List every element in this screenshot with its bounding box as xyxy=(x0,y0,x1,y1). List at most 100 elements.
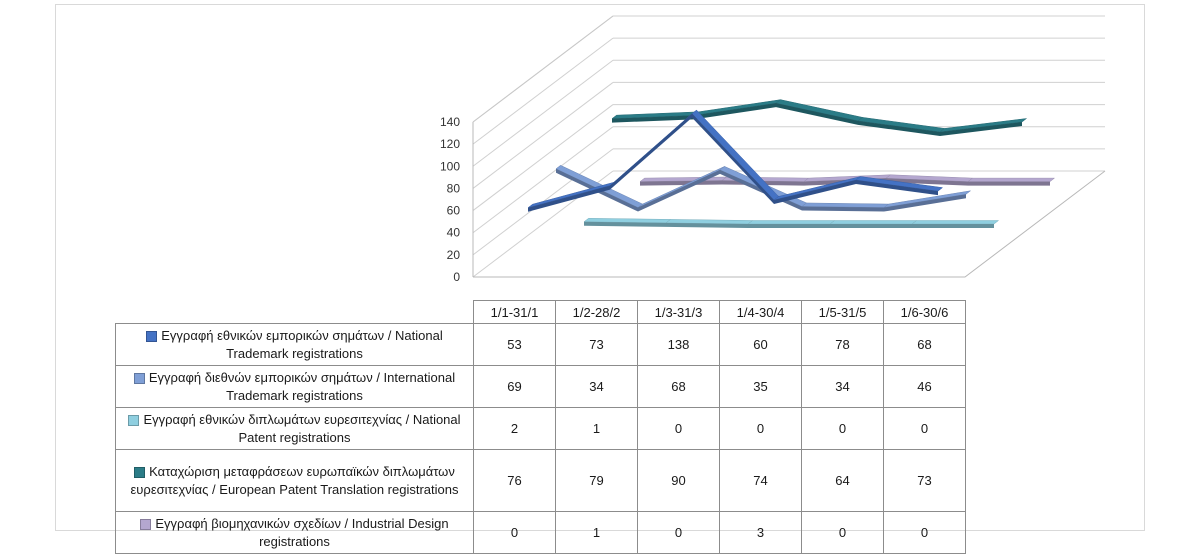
data-label: 0 xyxy=(473,511,556,554)
data-label: 64 xyxy=(801,449,884,512)
legend-key-icon xyxy=(134,466,146,478)
series-segment-top xyxy=(911,220,1000,225)
data-label: 78 xyxy=(801,323,884,366)
series-segment-side xyxy=(968,181,1050,186)
table-row: Εγγραφή εθνικών διπλωμάτων ευρεσιτεχνίας… xyxy=(115,407,966,450)
series-segment-side xyxy=(858,120,940,136)
series-segment-top xyxy=(637,166,725,208)
data-label: 34 xyxy=(801,365,884,408)
table-row: Καταχώριση μεταφράσεων ευρωπαϊκών διπλωμ… xyxy=(115,449,966,512)
data-table: 1/1-31/1 1/2-28/2 1/3-31/3 1/4-30/4 1/5-31/5… xyxy=(115,300,966,554)
data-label: 68 xyxy=(637,365,720,408)
series-segment-side xyxy=(886,178,968,186)
data-label: 69 xyxy=(473,365,556,408)
data-label: 46 xyxy=(883,365,966,408)
series-segment-side xyxy=(856,180,938,196)
series-segment-side xyxy=(666,222,748,228)
x-tick-label: 1/1-31/1 xyxy=(473,300,556,324)
series-segment-side xyxy=(584,221,666,227)
series-name: Εγγραφή εθνικών διπλωμάτων ευρεσιτεχνίας… xyxy=(143,411,461,445)
table-row: Εγγραφή βιομηχανικών σχεδίων / Industria… xyxy=(115,511,966,554)
y-axis-top-edge xyxy=(472,15,614,123)
data-label: 74 xyxy=(719,449,802,512)
category-row: 1/1-31/1 1/2-28/2 1/3-31/3 1/4-30/4 1/5-31/5… xyxy=(116,300,966,324)
x-tick-label: 1/6-30/6 xyxy=(883,300,966,324)
series-segment-top xyxy=(747,220,836,225)
series-segment-top xyxy=(691,109,779,201)
legend-key-icon xyxy=(140,518,152,530)
data-label: 73 xyxy=(555,323,638,366)
series-ribbon xyxy=(583,218,1000,228)
table-row: Εγγραφή εθνικών εμπορικών σημάτων / Nati… xyxy=(115,323,966,366)
grid-side-line xyxy=(472,37,614,145)
data-label: 2 xyxy=(473,407,556,450)
data-label: 0 xyxy=(719,407,802,450)
y-tick-label: 100 xyxy=(440,159,460,173)
floor-edge xyxy=(473,170,1106,278)
series-segment-side xyxy=(528,185,610,212)
table-row: Εγγραφή διεθνών εμπορικών σημάτων / Inte… xyxy=(115,365,966,408)
series-name: Εγγραφή διεθνών εμπορικών σημάτων / Inte… xyxy=(148,369,456,403)
y-tick-label: 80 xyxy=(447,181,461,195)
data-label: 90 xyxy=(637,449,720,512)
series-segment-side xyxy=(638,169,720,212)
series-ribbon xyxy=(527,109,944,212)
x-tick-label: 1/3-31/3 xyxy=(637,300,720,324)
chart-plot-area: 0 20 40 60 80 100 120 140 xyxy=(440,15,1106,284)
series-name: Καταχώριση μεταφράσεων ευρωπαϊκών διπλωμ… xyxy=(130,463,459,497)
series-segment-side xyxy=(612,115,694,123)
data-label: 34 xyxy=(555,365,638,408)
series-segment-top xyxy=(829,220,918,225)
series-ribbon xyxy=(611,99,1028,136)
table-corner xyxy=(116,301,474,324)
data-label: 35 xyxy=(719,365,802,408)
series-segment-top xyxy=(527,181,615,208)
data-label: 3 xyxy=(719,511,802,554)
x-tick-label: 1/2-28/2 xyxy=(555,300,638,324)
series-segment-side xyxy=(884,194,966,212)
legend-key-icon xyxy=(146,330,158,342)
x-tick-label: 1/4-30/4 xyxy=(719,300,802,324)
y-tick-label: 20 xyxy=(447,248,461,262)
data-label: 79 xyxy=(555,449,638,512)
y-tick-label: 120 xyxy=(440,137,460,151)
grid-side-line xyxy=(472,82,614,189)
series-segment-side xyxy=(694,103,776,120)
x-tick-label: 1/5-31/5 xyxy=(801,300,884,324)
series-segment-side xyxy=(940,121,1022,136)
series-segment-side xyxy=(912,224,994,228)
series-segment-top xyxy=(855,176,944,192)
grid-side-line xyxy=(472,59,614,167)
y-tick-label: 0 xyxy=(453,270,460,284)
legend-key-icon xyxy=(128,414,140,426)
data-label: 1 xyxy=(555,511,638,554)
series-segment-side xyxy=(748,224,830,228)
data-label: 138 xyxy=(637,323,720,366)
grid-side-line xyxy=(472,126,614,234)
data-label: 68 xyxy=(883,323,966,366)
data-label: 60 xyxy=(719,323,802,366)
series-legend-label: Εγγραφή εθνικών εμπορικών σημάτων / Nati… xyxy=(115,323,474,366)
data-label: 1 xyxy=(555,407,638,450)
y-tick-label: 140 xyxy=(440,115,460,129)
data-label: 73 xyxy=(883,449,966,512)
series-legend-label: Καταχώριση μεταφράσεων ευρωπαϊκών διπλωμ… xyxy=(115,449,474,512)
y-tick-label: 40 xyxy=(447,226,461,240)
series-legend-label: Εγγραφή διεθνών εμπορικών σημάτων / Inte… xyxy=(115,365,474,408)
data-label: 0 xyxy=(883,511,966,554)
data-label: 0 xyxy=(801,407,884,450)
data-label: 0 xyxy=(637,407,720,450)
series-segment-top xyxy=(967,177,1056,182)
data-label: 0 xyxy=(883,407,966,450)
series-legend-label: Εγγραφή βιομηχανικών σχεδίων / Industria… xyxy=(115,511,474,554)
grid-side-line xyxy=(472,104,614,211)
series-segment-side xyxy=(830,224,912,228)
series-legend-label: Εγγραφή εθνικών διπλωμάτων ευρεσιτεχνίας… xyxy=(115,407,474,450)
series-name: Εγγραφή βιομηχανικών σχεδίων / Industria… xyxy=(155,515,449,549)
y-tick-label: 60 xyxy=(447,204,461,218)
legend-key-icon xyxy=(133,372,145,384)
series-segment-side xyxy=(776,103,858,125)
series-name: Εγγραφή εθνικών εμπορικών σημάτων / Nati… xyxy=(161,327,443,361)
series-segment-side xyxy=(774,180,856,204)
series-segment-side xyxy=(802,206,884,212)
